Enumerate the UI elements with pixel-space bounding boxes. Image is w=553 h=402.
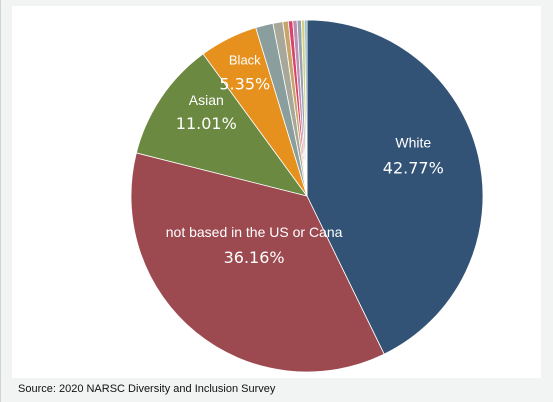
slice-label-0: White [395,134,431,150]
left-edge-divider [0,0,1,402]
pie-slice-1 [130,152,385,373]
slice-value-3: 5.35% [219,75,270,94]
slice-label-3: Black [229,53,261,68]
pie-labels: White 42.77% not based in the US or Cana 36… [166,53,444,267]
slice-value-1: 36.16% [224,248,285,267]
source-note: Source: 2020 NARSC Diversity and Inclusi… [18,383,276,395]
slice-value-2: 11.01% [176,114,237,133]
pie-slice-11 [304,19,308,197]
slice-label-1: not based in the US or Cana [166,224,343,240]
slice-value-0: 42.77% [383,158,444,177]
pie-slices [130,19,484,373]
pie-slice-0 [306,19,484,355]
slice-label-2: Asian [189,92,224,108]
pie-slice-2 [135,53,308,197]
